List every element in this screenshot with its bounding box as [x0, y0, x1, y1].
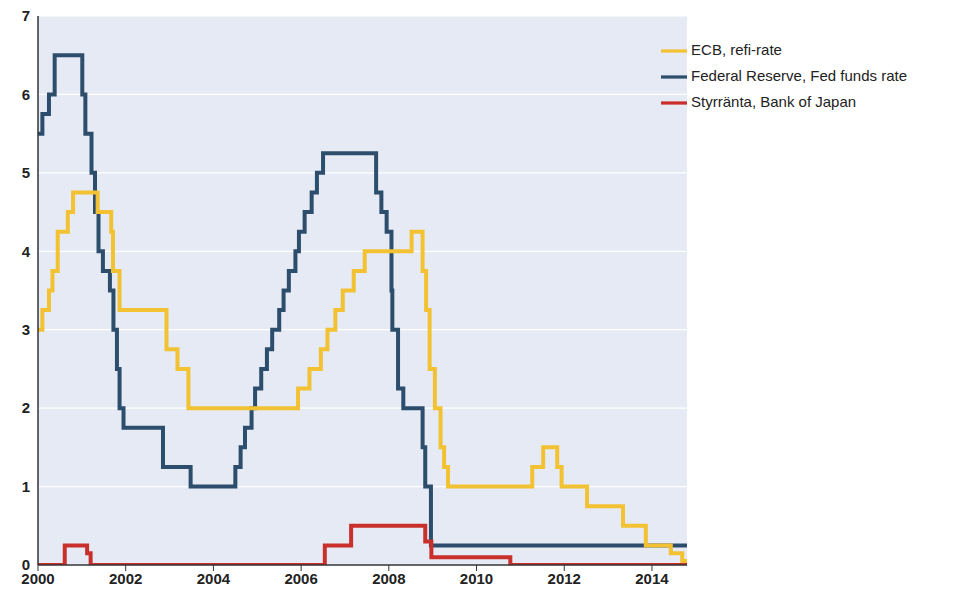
svg-text:2008: 2008 [372, 570, 405, 587]
svg-text:2012: 2012 [548, 570, 581, 587]
svg-text:2014: 2014 [635, 570, 669, 587]
svg-text:3: 3 [22, 321, 30, 338]
html-text:ECB, refi-rate: ECB, refi-rate [691, 41, 782, 58]
svg-text:2000: 2000 [21, 569, 55, 587]
svg-text:2010: 2010 [460, 570, 493, 587]
html-text:Styrränta, Bank of Japan: Styrränta, Bank of Japan [691, 93, 857, 111]
svg-text:5: 5 [22, 164, 30, 181]
svg-text:7: 7 [22, 8, 30, 24]
svg-text:4: 4 [22, 243, 31, 260]
svg-text:2002: 2002 [109, 570, 142, 587]
svg-text:2: 2 [22, 399, 30, 416]
svg-text:1: 1 [22, 478, 30, 495]
svg-text:2004: 2004 [197, 570, 231, 587]
svg-text:6: 6 [22, 86, 30, 103]
svg-text:0: 0 [22, 556, 30, 573]
svg-text:2006: 2006 [284, 570, 317, 587]
html-text:Federal Reserve, Fed funds rat: Federal Reserve, Fed funds rate [691, 67, 907, 84]
